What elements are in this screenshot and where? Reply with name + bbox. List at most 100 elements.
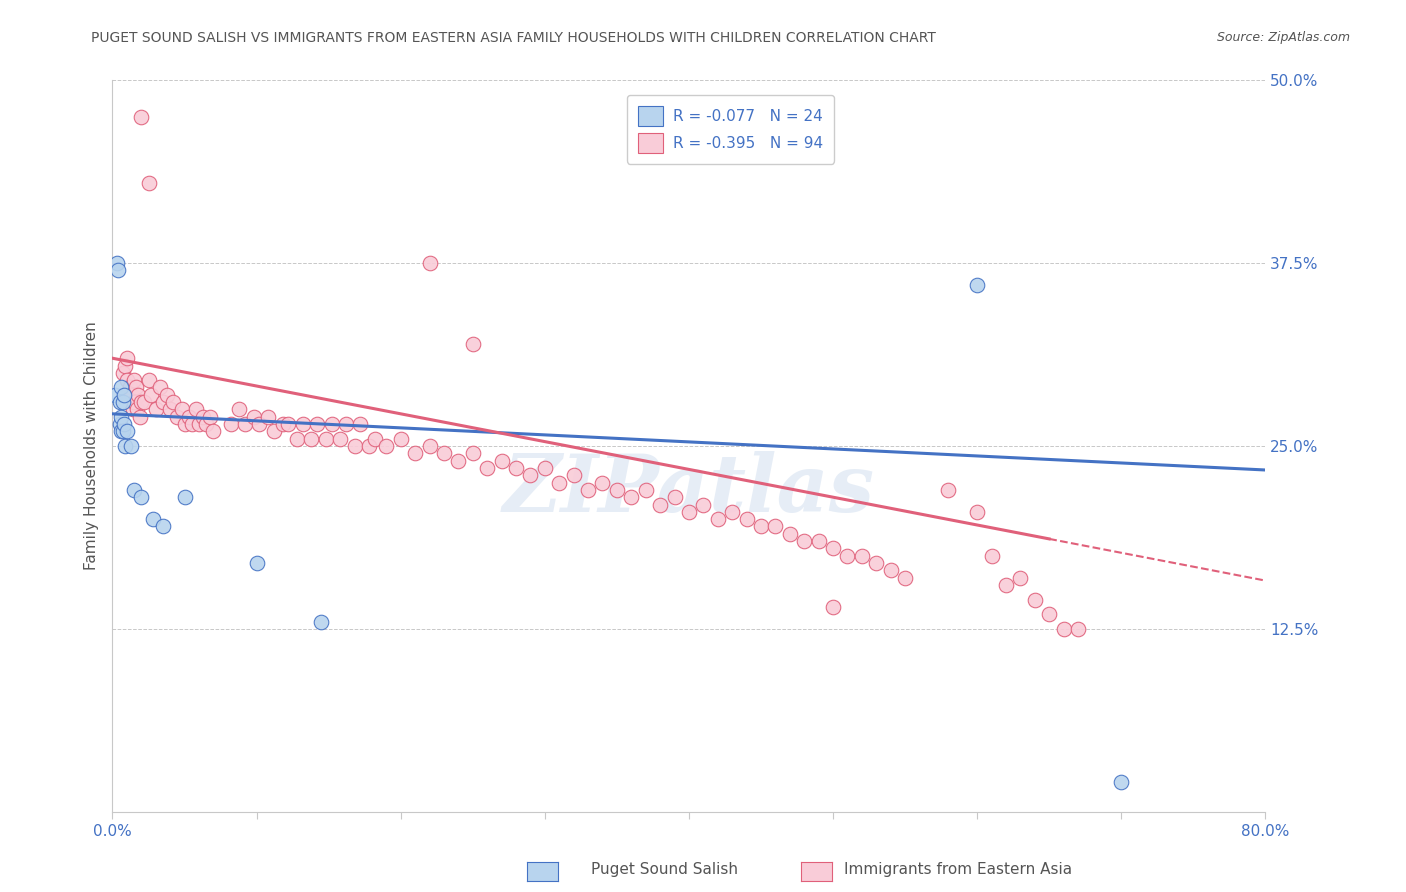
Point — [177, 409, 200, 424]
Point — [202, 425, 225, 439]
Point — [765, 519, 787, 533]
Point — [219, 417, 242, 431]
Point — [125, 402, 148, 417]
Point — [329, 432, 352, 446]
Point — [152, 395, 174, 409]
Point — [105, 256, 128, 270]
Point — [1067, 622, 1090, 636]
Point — [692, 498, 714, 512]
Point — [112, 417, 135, 431]
Point — [966, 278, 988, 293]
Point — [491, 453, 513, 467]
Point — [343, 439, 366, 453]
Point — [678, 505, 700, 519]
Point — [149, 380, 172, 394]
Point — [246, 556, 269, 570]
Point — [141, 388, 163, 402]
Point — [127, 388, 149, 402]
Point — [120, 439, 142, 453]
Point — [263, 425, 285, 439]
Point — [461, 336, 484, 351]
Point — [966, 505, 988, 519]
Point — [562, 468, 585, 483]
Y-axis label: Family Households with Children: Family Households with Children — [83, 322, 98, 570]
Point — [173, 490, 195, 504]
Point — [156, 388, 179, 402]
Point — [821, 541, 844, 556]
Point — [200, 409, 222, 424]
Point — [447, 453, 470, 467]
Text: ZIPatlas: ZIPatlas — [503, 451, 875, 529]
Point — [166, 409, 188, 424]
Point — [321, 417, 343, 431]
Point — [145, 402, 167, 417]
Point — [1038, 607, 1060, 622]
Point — [576, 483, 599, 497]
Point — [821, 599, 844, 614]
Point — [115, 373, 138, 387]
Point — [807, 534, 830, 549]
Point — [121, 402, 143, 417]
Point — [606, 483, 628, 497]
Point — [664, 490, 686, 504]
Point — [475, 461, 499, 475]
Point — [110, 409, 132, 424]
Point — [129, 110, 153, 124]
Point — [115, 351, 138, 366]
Point — [173, 417, 195, 431]
Point — [299, 432, 322, 446]
Point — [257, 409, 280, 424]
Point — [195, 417, 218, 431]
Point — [311, 615, 333, 629]
Point — [735, 512, 758, 526]
Point — [111, 366, 134, 380]
Point — [375, 439, 398, 453]
Point — [188, 417, 211, 431]
Point — [315, 432, 337, 446]
Point — [980, 549, 1002, 563]
Point — [114, 439, 136, 453]
Point — [519, 468, 541, 483]
Point — [779, 526, 801, 541]
Point — [534, 461, 557, 475]
Point — [170, 402, 193, 417]
Point — [110, 380, 132, 394]
Text: Immigrants from Eastern Asia: Immigrants from Eastern Asia — [844, 863, 1071, 877]
Point — [104, 388, 127, 402]
Point — [505, 461, 527, 475]
Point — [793, 534, 815, 549]
Point — [307, 417, 329, 431]
Point — [193, 409, 215, 424]
Point — [548, 475, 571, 490]
Point — [112, 388, 135, 402]
Point — [349, 417, 371, 431]
Point — [114, 359, 136, 373]
Point — [357, 439, 380, 453]
Point — [837, 549, 859, 563]
Point — [142, 512, 165, 526]
Point — [335, 417, 357, 431]
Point — [404, 446, 426, 460]
Point — [233, 417, 256, 431]
Point — [107, 263, 129, 277]
Point — [159, 402, 181, 417]
Point — [111, 395, 134, 409]
Point — [865, 556, 887, 570]
Point — [242, 409, 264, 424]
Point — [184, 402, 207, 417]
Point — [634, 483, 657, 497]
Point — [419, 256, 441, 270]
Point — [1024, 592, 1046, 607]
Point — [936, 483, 959, 497]
Point — [115, 425, 138, 439]
Point — [880, 563, 903, 577]
Point — [419, 439, 441, 453]
Point — [138, 176, 160, 190]
Point — [122, 373, 145, 387]
Point — [128, 409, 150, 424]
Point — [1053, 622, 1076, 636]
Point — [112, 388, 135, 402]
Point — [134, 395, 156, 409]
Point — [433, 446, 456, 460]
Point — [111, 425, 134, 439]
